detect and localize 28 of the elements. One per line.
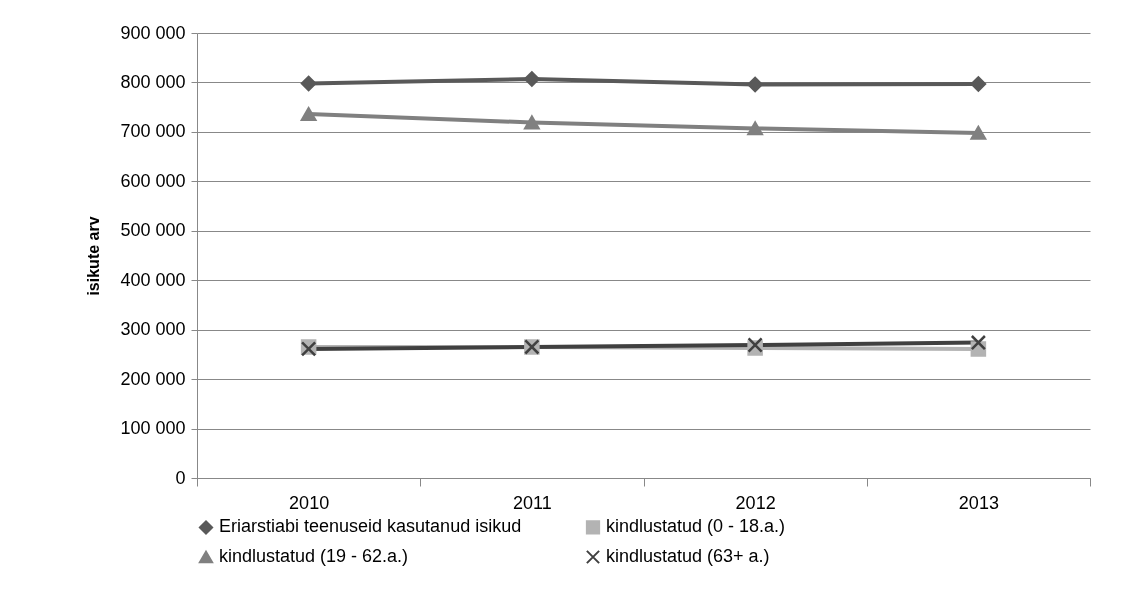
x-tick-label: 2012 [735, 492, 776, 513]
point [747, 76, 763, 93]
point [300, 75, 317, 92]
y-tick-label: 300 000 [120, 319, 186, 340]
y-tick-label: 200 000 [120, 368, 186, 389]
y-tick-label: 800 000 [120, 71, 186, 92]
y-tick-label: 600 000 [120, 170, 186, 191]
y-tick-label: 0 [175, 467, 186, 488]
y-tick-label: 100 000 [120, 418, 186, 439]
point [524, 71, 540, 87]
point [524, 115, 540, 130]
y-axis-title: isikute arv [85, 216, 103, 296]
y-tick-label: 900 000 [120, 22, 186, 43]
x-tick-label: 2013 [958, 492, 999, 513]
point [747, 121, 763, 136]
x-tick-label: 2010 [289, 492, 330, 513]
legend-label: kindlustatud (19 - 62.a.) [219, 546, 409, 566]
point [970, 334, 987, 351]
y-tick-label: 400 000 [120, 269, 186, 290]
legend-label: kindlustatud (0 - 18.a.) [606, 516, 786, 537]
point [300, 107, 317, 121]
y-tick-label: 500 000 [120, 220, 186, 241]
y-tick-label: 700 000 [120, 121, 186, 142]
legend-label: Eriarstiabi teenuseid kasutanud isikud [219, 516, 522, 537]
legend-label: kindlustatud (63+ a.) [606, 546, 770, 566]
x-tick-label: 2011 [513, 492, 552, 513]
point [970, 76, 987, 92]
point [970, 125, 987, 140]
